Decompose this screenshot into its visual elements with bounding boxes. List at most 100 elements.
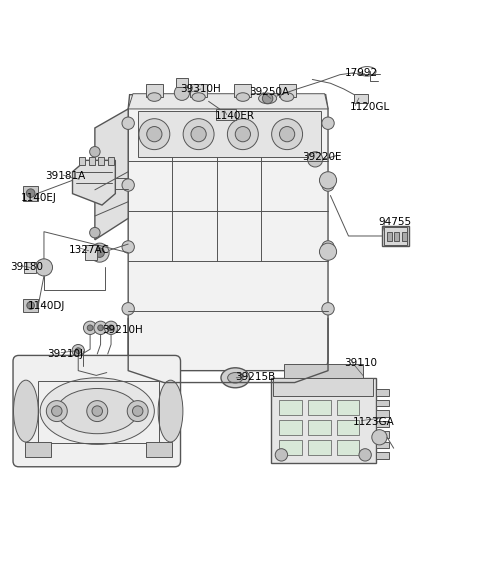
Circle shape	[122, 179, 134, 192]
Circle shape	[132, 406, 143, 416]
Text: 1327AC: 1327AC	[69, 245, 109, 255]
Text: 94755: 94755	[378, 217, 411, 227]
Bar	[354, 93, 369, 103]
Circle shape	[122, 303, 134, 315]
Circle shape	[122, 241, 134, 253]
Circle shape	[98, 325, 103, 331]
Text: 1140EJ: 1140EJ	[21, 193, 57, 203]
Ellipse shape	[147, 127, 162, 142]
Bar	[376, 431, 389, 438]
Polygon shape	[72, 160, 115, 205]
Circle shape	[92, 406, 103, 416]
Bar	[336, 400, 360, 415]
Ellipse shape	[13, 380, 38, 442]
Bar	[38, 381, 159, 443]
Ellipse shape	[183, 119, 214, 150]
Circle shape	[95, 248, 104, 258]
Circle shape	[90, 227, 100, 238]
Ellipse shape	[236, 93, 250, 101]
Text: 39310H: 39310H	[180, 84, 221, 94]
Bar	[89, 157, 95, 165]
Text: 39210J: 39210J	[48, 348, 84, 359]
Bar	[234, 84, 252, 97]
Bar	[376, 400, 389, 406]
Bar	[190, 84, 207, 97]
Circle shape	[84, 321, 97, 335]
Bar	[376, 421, 389, 428]
Circle shape	[75, 348, 81, 353]
FancyBboxPatch shape	[13, 356, 180, 467]
Ellipse shape	[228, 119, 258, 150]
Bar	[278, 84, 296, 97]
Circle shape	[322, 241, 334, 253]
Text: 1140ER: 1140ER	[215, 111, 255, 121]
Circle shape	[372, 430, 387, 445]
Circle shape	[275, 449, 288, 461]
Bar	[23, 299, 38, 312]
Circle shape	[87, 325, 93, 331]
Bar	[138, 111, 321, 157]
Bar	[308, 400, 331, 415]
Ellipse shape	[57, 389, 138, 434]
Circle shape	[90, 187, 100, 197]
Ellipse shape	[192, 93, 205, 101]
Circle shape	[72, 344, 84, 357]
Circle shape	[90, 146, 100, 157]
Bar	[284, 364, 363, 378]
Ellipse shape	[158, 380, 183, 442]
Bar	[394, 232, 399, 241]
Circle shape	[87, 401, 108, 422]
Bar	[279, 420, 302, 435]
Ellipse shape	[259, 93, 276, 104]
Bar	[279, 439, 302, 455]
Circle shape	[104, 321, 118, 335]
Bar	[382, 226, 409, 246]
Bar	[146, 84, 163, 97]
Circle shape	[26, 189, 35, 197]
Bar	[336, 439, 360, 455]
Circle shape	[320, 172, 336, 189]
Text: 39210H: 39210H	[102, 325, 143, 335]
Text: 1140DJ: 1140DJ	[28, 302, 66, 311]
Bar	[386, 232, 392, 241]
Bar	[25, 442, 51, 457]
Bar	[108, 157, 114, 165]
Bar	[279, 400, 302, 415]
Bar	[376, 389, 389, 396]
Bar	[308, 420, 331, 435]
Circle shape	[320, 243, 336, 260]
Circle shape	[263, 93, 273, 104]
Bar	[384, 227, 408, 245]
Bar	[376, 410, 389, 417]
Bar	[85, 245, 97, 260]
Circle shape	[174, 85, 190, 100]
Bar	[176, 79, 188, 87]
Circle shape	[122, 117, 134, 129]
Bar	[308, 439, 331, 455]
Text: 39220E: 39220E	[302, 152, 341, 161]
Circle shape	[94, 321, 107, 335]
Bar	[271, 378, 376, 463]
Text: 39110: 39110	[344, 358, 377, 368]
Circle shape	[36, 259, 52, 276]
Ellipse shape	[272, 119, 302, 150]
Ellipse shape	[280, 93, 294, 101]
Circle shape	[322, 117, 334, 129]
Text: 39250A: 39250A	[250, 87, 289, 97]
Ellipse shape	[279, 127, 295, 142]
Text: 39180: 39180	[11, 262, 44, 272]
Bar	[216, 109, 236, 120]
Bar	[376, 442, 389, 448]
Circle shape	[322, 179, 334, 192]
Bar	[376, 452, 389, 459]
Text: 39215B: 39215B	[235, 372, 276, 382]
Text: 1120GL: 1120GL	[349, 102, 390, 112]
Bar	[24, 262, 36, 272]
Circle shape	[90, 243, 109, 262]
Polygon shape	[128, 93, 328, 109]
Bar	[23, 186, 38, 201]
Text: 17992: 17992	[345, 68, 378, 78]
Ellipse shape	[191, 127, 206, 142]
Ellipse shape	[40, 378, 155, 445]
Circle shape	[51, 406, 62, 416]
